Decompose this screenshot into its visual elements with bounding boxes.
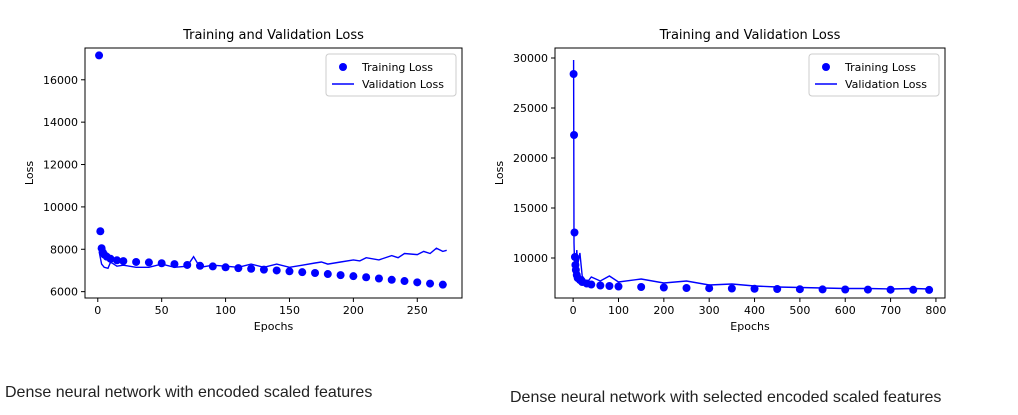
training-loss-point (750, 284, 759, 293)
training-loss-point (247, 264, 256, 273)
training-loss-point (925, 285, 934, 294)
y-tick-label: 10000 (43, 201, 78, 214)
training-loss-point (349, 272, 358, 281)
training-loss-point (285, 267, 294, 276)
y-tick-label: 12000 (43, 159, 78, 172)
training-loss-point (705, 284, 714, 293)
legend-label-training: Training Loss (361, 61, 433, 74)
legend-marker-training (339, 63, 347, 71)
training-loss-point (637, 283, 646, 291)
y-tick-label: 15000 (513, 202, 548, 215)
x-tick-label: 400 (744, 304, 765, 317)
plot-frame (84, 47, 463, 299)
chart-left: Training and Validation Loss 0 50 100 150 200… (23, 28, 463, 333)
training-loss-point (587, 280, 596, 289)
training-loss-point (336, 271, 345, 280)
x-tick-label: 0 (94, 304, 101, 317)
validation-loss-line (572, 59, 930, 290)
training-loss-point (144, 258, 153, 267)
x-tick-label: 300 (699, 304, 720, 317)
training-loss-point (298, 268, 307, 277)
x-tick-label: 200 (653, 304, 674, 317)
legend-marker-training (822, 63, 830, 71)
training-loss-point (387, 275, 396, 284)
x-tick-label: 0 (570, 304, 577, 317)
y-tick-label: 20000 (513, 152, 548, 165)
y-tick-label: 14000 (43, 116, 78, 129)
training-loss-point (596, 281, 605, 290)
training-loss-point (426, 279, 435, 288)
training-loss-point (863, 285, 872, 294)
training-loss-point (272, 266, 281, 275)
y-axis-label: Loss (493, 161, 506, 185)
training-loss-point (818, 285, 827, 294)
training-loss-point (400, 277, 409, 286)
training-loss-point (208, 262, 217, 271)
x-axis-label: Epochs (254, 320, 294, 333)
plot-frame (554, 47, 946, 299)
y-tick-label: 10000 (513, 252, 548, 265)
plot-area (569, 59, 934, 294)
y-axis-label: Loss (23, 161, 36, 185)
x-tick-label: 100 (215, 304, 236, 317)
training-loss-point (909, 285, 918, 294)
plot-area (95, 51, 447, 289)
chart-title: Training and Validation Loss (659, 28, 841, 43)
training-loss-point (119, 257, 128, 266)
training-loss-point (96, 227, 105, 236)
training-loss-point (727, 284, 736, 293)
training-loss-point (259, 265, 268, 274)
y-tick-label: 16000 (43, 74, 78, 87)
x-tick-label: 800 (925, 304, 946, 317)
training-loss-point (841, 285, 850, 294)
training-loss-point (234, 264, 243, 273)
y-tick-label: 25000 (513, 102, 548, 115)
x-tick-label: 150 (279, 304, 300, 317)
training-loss-point (157, 259, 166, 268)
training-loss-point (886, 285, 895, 294)
training-loss-point (221, 263, 230, 272)
training-loss-point (323, 270, 332, 279)
training-loss-point (362, 273, 371, 282)
training-loss-point (605, 282, 614, 290)
training-loss-point (438, 280, 447, 289)
chart-right: Training and Validation Loss 0 100 200 300 40… (493, 28, 946, 333)
training-loss-point (374, 274, 383, 283)
legend-box (325, 53, 457, 97)
training-loss-point (682, 284, 691, 292)
training-loss-point (614, 282, 623, 291)
x-tick-label: 100 (608, 304, 629, 317)
chart-title: Training and Validation Loss (182, 28, 364, 43)
legend-label-validation: Validation Loss (845, 78, 927, 91)
x-tick-label: 250 (407, 304, 428, 317)
training-loss-point (112, 256, 121, 265)
y-tick-label: 30000 (513, 52, 548, 65)
x-tick-label: 700 (880, 304, 901, 317)
y-tick-label: 6000 (50, 286, 78, 299)
y-tick-label: 8000 (50, 243, 78, 256)
training-loss-point (95, 51, 104, 60)
caption-right: Dense neural network with selected encod… (510, 389, 942, 406)
training-loss-point (132, 257, 141, 266)
legend-label-training: Training Loss (844, 61, 916, 74)
x-tick-label: 500 (789, 304, 810, 317)
x-tick-label: 200 (343, 304, 364, 317)
training-loss-point (413, 278, 422, 287)
legend-label-validation: Validation Loss (362, 78, 444, 91)
training-loss-point (106, 254, 115, 263)
x-tick-label: 50 (155, 304, 169, 317)
validation-loss-line (98, 247, 447, 270)
training-loss-point (659, 283, 668, 292)
training-loss-point (795, 285, 804, 294)
training-loss-point (311, 269, 320, 277)
x-tick-label: 600 (835, 304, 856, 317)
legend-box (808, 53, 940, 97)
caption-left: Dense neural network with encoded scaled… (5, 384, 373, 401)
x-axis-label: Epochs (730, 320, 770, 333)
